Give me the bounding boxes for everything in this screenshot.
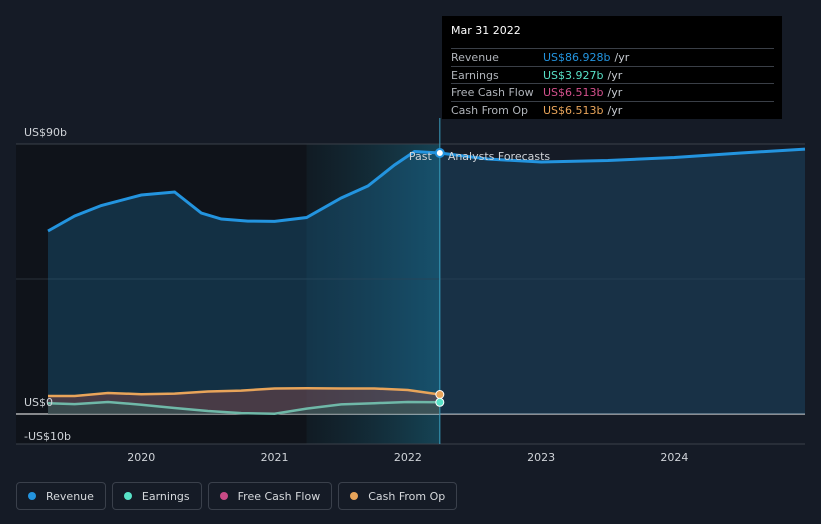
tooltip-unit: /yr (607, 68, 623, 82)
revenue-area-past (48, 151, 440, 414)
legend-item-free-cash-flow[interactable]: Free Cash Flow (207, 482, 333, 510)
tooltip-row-free-cash-flow: Free Cash Flow US$6.513b /yr (451, 83, 774, 101)
legend-item-cash-from-op[interactable]: Cash From Op (338, 482, 458, 510)
tooltip-value: US$86.928b (543, 51, 611, 64)
tooltip-row-earnings: Earnings US$3.927b /yr (451, 65, 774, 84)
legend-dot-icon (350, 492, 359, 500)
x-axis-tick-label: 2024 (660, 451, 688, 464)
chart-legend: Revenue Earnings Free Cash Flow Cash Fro… (16, 482, 458, 512)
tooltip-value: US$3.927b (543, 68, 604, 82)
x-axis-tick-label: 2020 (127, 451, 155, 464)
legend-item-earnings[interactable]: Earnings (111, 482, 202, 510)
cash-from-op-line (48, 386, 440, 398)
tooltip-unit: /yr (614, 51, 630, 64)
tooltip-row-revenue: Revenue US$86.928b /yr (451, 48, 774, 66)
y-axis-bottom-label: -US$10b (24, 430, 71, 443)
data-tooltip: Mar 31 2022 Revenue US$86.928b /yr Earni… (442, 16, 782, 119)
x-axis-tick-label: 2022 (394, 451, 422, 464)
legend-dot-icon (219, 492, 228, 500)
highlight-region (306, 144, 440, 444)
tooltip-label: Cash From Op (451, 103, 529, 117)
earnings-line (47, 400, 440, 415)
tooltip-label: Earnings (451, 68, 499, 82)
tooltip-value: US$6.513b (543, 103, 604, 117)
legend-item-revenue[interactable]: Revenue (16, 482, 106, 510)
tooltip-row-cash-from-op: Cash From Op US$6.513b /yr (451, 100, 774, 119)
tooltip-label: Free Cash Flow (451, 86, 534, 99)
x-axis-tick-label: 2021 (261, 451, 289, 464)
tooltip-label: Revenue (451, 51, 499, 64)
revenue-line-past (47, 149, 440, 233)
legend-dot-icon (28, 492, 36, 500)
x-axis-tick-label: 2023 (527, 451, 555, 464)
legend-label: Cash From Op (368, 489, 446, 503)
y-axis-zero-label: US$0 (24, 396, 53, 409)
forecast-label: Analysts Forecasts (448, 150, 551, 163)
tooltip-date: Mar 31 2022 (451, 24, 521, 37)
revenue-area-forecast (439, 149, 805, 414)
y-axis-top-label: US$90b (24, 126, 67, 139)
legend-label: Earnings (141, 489, 190, 503)
past-label: Past (409, 150, 433, 163)
earnings-marker (435, 397, 445, 407)
tooltip-unit: /yr (607, 103, 623, 117)
tooltip-value: US$6.513b (543, 86, 604, 99)
legend-label: Free Cash Flow (237, 489, 321, 503)
tooltip-unit: /yr (607, 86, 623, 99)
cash-from-op-marker (435, 390, 445, 399)
revenue-marker (434, 148, 445, 158)
legend-label: Revenue (46, 489, 94, 503)
revenue-line-forecast (439, 147, 806, 164)
legend-dot-icon (123, 492, 132, 500)
